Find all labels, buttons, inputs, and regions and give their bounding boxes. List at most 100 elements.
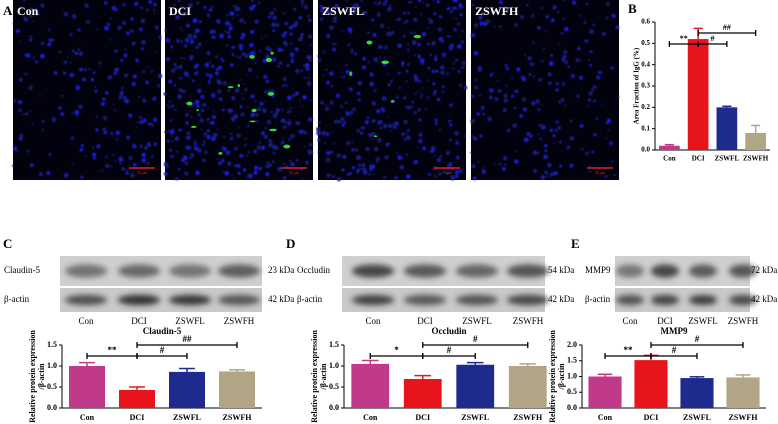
nucleus bbox=[407, 128, 410, 132]
nucleus bbox=[333, 119, 338, 124]
nucleus bbox=[585, 151, 589, 156]
nucleus bbox=[66, 55, 69, 58]
nucleus bbox=[210, 120, 215, 125]
nucleus bbox=[150, 70, 154, 73]
nucleus bbox=[124, 99, 130, 104]
nucleus bbox=[332, 42, 335, 46]
nucleus bbox=[264, 127, 267, 130]
nucleus bbox=[78, 104, 83, 109]
bar bbox=[403, 379, 442, 408]
lane-label: DCI bbox=[417, 316, 433, 326]
significance-label: ## bbox=[183, 334, 193, 344]
nucleus bbox=[332, 175, 335, 178]
nucleus bbox=[244, 53, 249, 59]
nucleus bbox=[153, 142, 158, 146]
nucleus bbox=[441, 52, 447, 58]
nucleus bbox=[225, 150, 231, 155]
nucleus bbox=[525, 3, 529, 7]
nucleus bbox=[254, 61, 257, 64]
y-tick-label: 0.0 bbox=[47, 403, 57, 412]
nucleus bbox=[325, 68, 328, 71]
nucleus bbox=[102, 115, 108, 121]
image-label: ZSWFL bbox=[322, 4, 364, 18]
nucleus bbox=[407, 105, 412, 110]
nucleus bbox=[502, 108, 507, 113]
nucleus bbox=[216, 158, 219, 161]
nucleus bbox=[261, 131, 265, 136]
nucleus bbox=[562, 85, 564, 88]
nucleus bbox=[18, 77, 23, 82]
y-axis-label: Relative protein expression bbox=[28, 330, 37, 423]
nucleus bbox=[387, 155, 390, 158]
nucleus bbox=[62, 71, 67, 75]
nucleus bbox=[452, 67, 455, 70]
protein-name: Occludin bbox=[297, 265, 330, 275]
nucleus bbox=[253, 165, 259, 171]
nucleus bbox=[222, 135, 226, 139]
nucleus bbox=[403, 96, 407, 100]
nucleus bbox=[461, 5, 464, 9]
nucleus bbox=[189, 39, 194, 44]
nucleus bbox=[546, 162, 552, 168]
nucleus bbox=[74, 109, 80, 115]
nucleus bbox=[431, 145, 435, 150]
nucleus bbox=[437, 27, 443, 32]
nucleus bbox=[481, 169, 487, 175]
nucleus bbox=[232, 54, 235, 57]
y-tick-label: 0.3 bbox=[641, 82, 650, 90]
nucleus bbox=[387, 142, 391, 146]
nucleus bbox=[351, 8, 357, 14]
nucleus bbox=[407, 43, 410, 46]
nucleus bbox=[589, 50, 593, 54]
nucleus bbox=[187, 136, 190, 139]
nucleus bbox=[472, 176, 477, 181]
nucleus bbox=[247, 150, 251, 154]
nucleus bbox=[454, 174, 459, 179]
nucleus bbox=[583, 20, 587, 24]
nucleus bbox=[253, 149, 258, 154]
nucleus bbox=[368, 173, 371, 176]
nucleus bbox=[77, 28, 81, 32]
bar bbox=[716, 107, 738, 150]
nucleus bbox=[419, 58, 425, 64]
nucleus bbox=[378, 0, 382, 5]
nucleus bbox=[167, 130, 170, 133]
nucleus bbox=[406, 174, 411, 180]
nucleus bbox=[282, 83, 286, 88]
nucleus bbox=[419, 13, 422, 16]
nucleus bbox=[347, 27, 353, 32]
nucleus bbox=[123, 53, 128, 58]
nucleus bbox=[265, 79, 270, 84]
nucleus bbox=[179, 65, 183, 69]
nucleus bbox=[489, 95, 493, 100]
nucleus bbox=[331, 19, 334, 22]
nucleus bbox=[286, 84, 289, 87]
nucleus bbox=[148, 0, 153, 4]
x-tick-label: DCI bbox=[692, 155, 705, 163]
nucleus bbox=[112, 103, 115, 106]
significance-label: # bbox=[711, 34, 715, 43]
nucleus bbox=[188, 76, 191, 79]
nucleus bbox=[504, 63, 508, 67]
nucleus bbox=[602, 71, 604, 74]
nucleus bbox=[547, 72, 552, 77]
nucleus bbox=[374, 1, 377, 4]
nucleus bbox=[192, 34, 198, 39]
nucleus bbox=[215, 19, 221, 24]
nucleus bbox=[225, 13, 229, 17]
nucleus bbox=[446, 7, 450, 11]
nucleus bbox=[511, 77, 514, 80]
nucleus bbox=[478, 15, 483, 20]
nucleus bbox=[473, 23, 478, 28]
nucleus bbox=[608, 141, 613, 146]
nucleus bbox=[212, 110, 215, 113]
nucleus bbox=[206, 117, 210, 121]
nucleus bbox=[272, 57, 277, 62]
nucleus bbox=[304, 145, 307, 148]
nucleus bbox=[391, 30, 395, 35]
nucleus bbox=[175, 150, 179, 153]
lane-label: Con bbox=[365, 316, 381, 326]
nucleus bbox=[510, 94, 515, 98]
image-label: Con bbox=[17, 4, 39, 18]
nucleus bbox=[231, 45, 235, 49]
